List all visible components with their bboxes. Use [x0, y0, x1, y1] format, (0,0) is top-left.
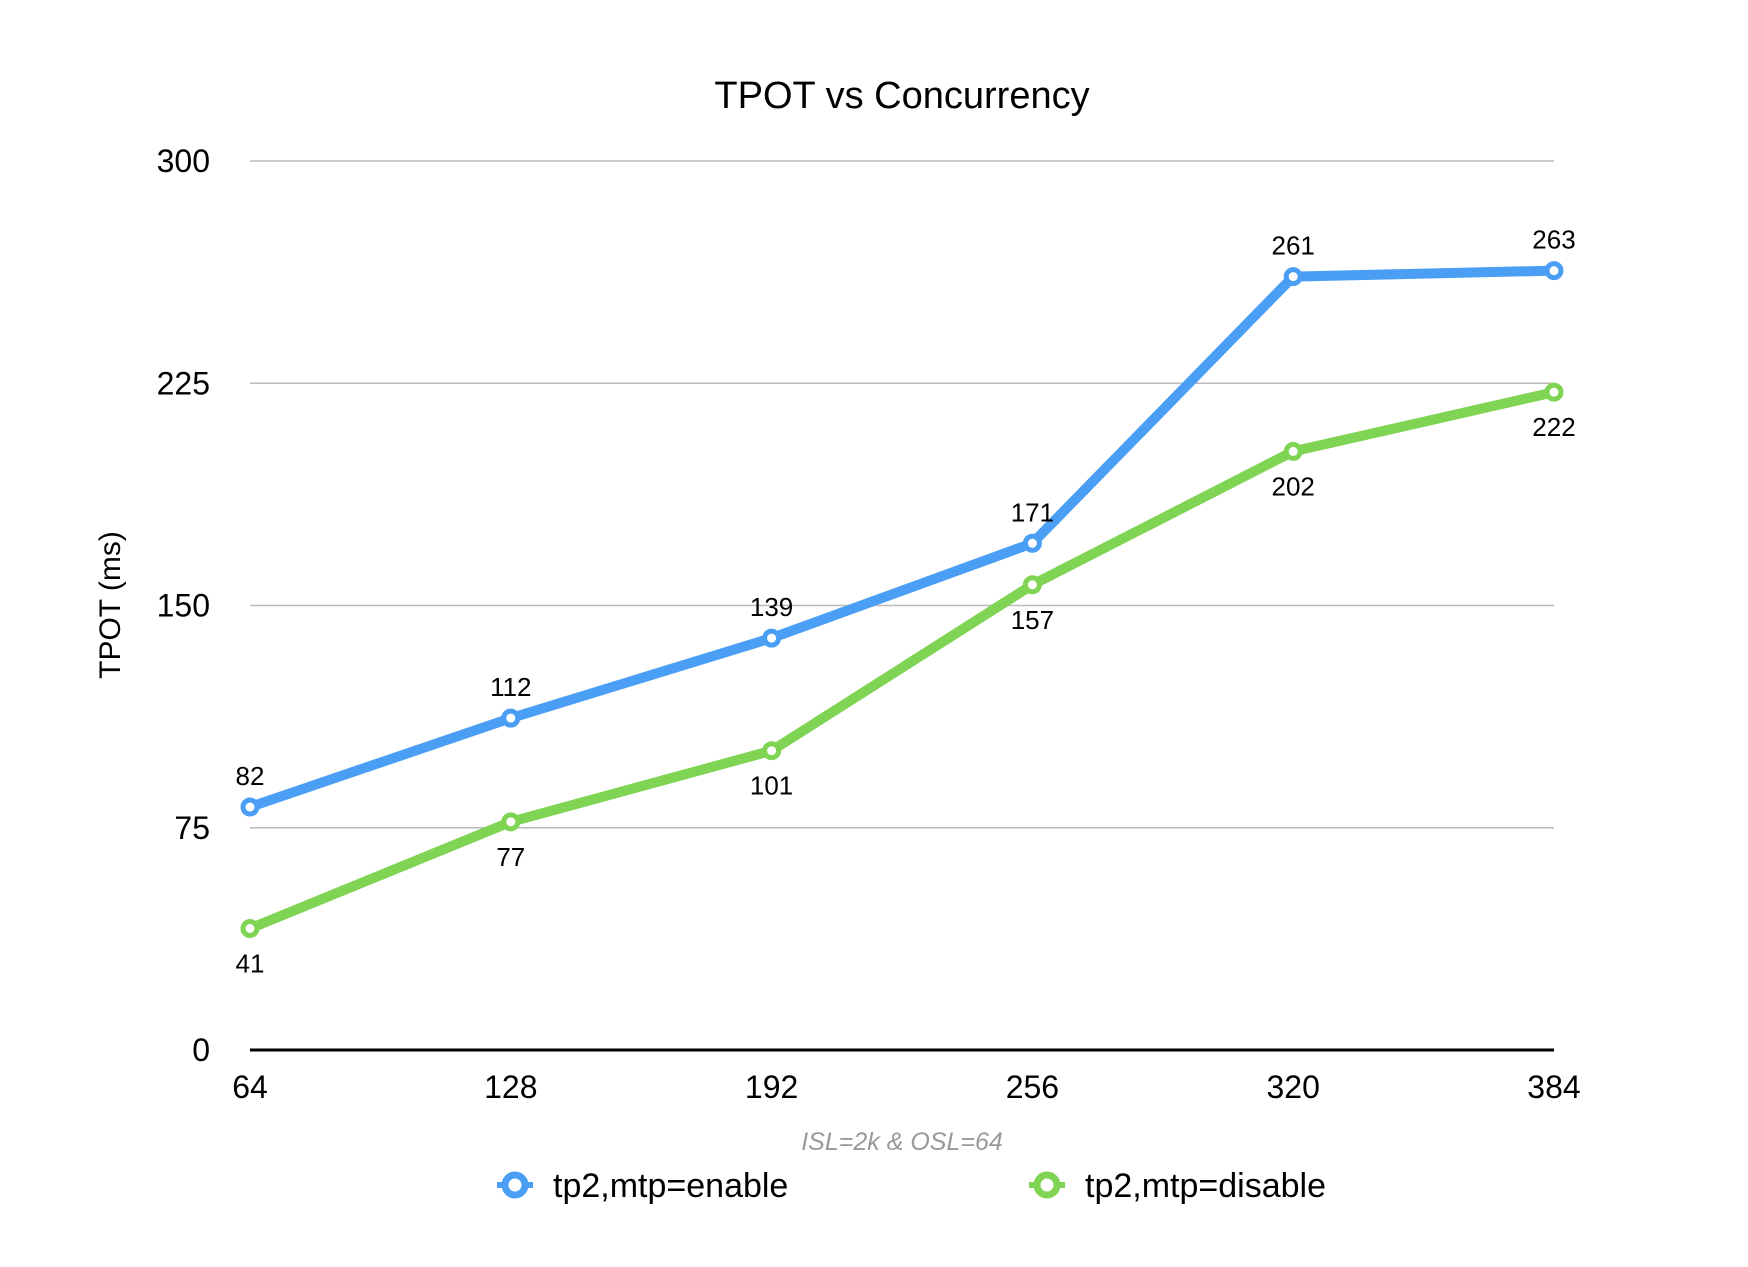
data-label: 41 — [236, 949, 265, 979]
chart-title: TPOT vs Concurrency — [714, 75, 1089, 117]
legend-label: tp2,mtp=disable — [1085, 1167, 1326, 1205]
x-tick-label: 64 — [232, 1069, 268, 1105]
x-tick-label: 256 — [1006, 1069, 1059, 1105]
data-label: 101 — [750, 771, 793, 801]
x-tick-label: 384 — [1527, 1069, 1580, 1105]
data-label: 263 — [1532, 225, 1575, 255]
legend-marker-icon — [1033, 1171, 1061, 1199]
data-point — [1544, 382, 1564, 402]
y-tick-label: 225 — [157, 365, 210, 401]
series-line — [248, 387, 1556, 934]
data-point — [240, 797, 260, 817]
y-axis-label: TPOT (ms) — [94, 531, 127, 679]
legend-marker-icon — [501, 1171, 529, 1199]
data-label: 157 — [1011, 605, 1054, 635]
data-point — [1022, 575, 1042, 595]
y-tick-label: 300 — [157, 143, 210, 179]
y-tick-label: 150 — [157, 588, 210, 624]
x-tick-label: 320 — [1267, 1069, 1320, 1105]
data-label: 202 — [1272, 471, 1315, 501]
data-label: 139 — [750, 592, 793, 622]
data-point — [1283, 441, 1303, 461]
series-line — [248, 265, 1555, 812]
data-point — [762, 628, 782, 648]
legend-label: tp2,mtp=enable — [553, 1167, 788, 1205]
data-label: 112 — [490, 672, 531, 702]
x-axis-label: ISL=2k & OSL=64 — [801, 1128, 1003, 1156]
data-label: 82 — [236, 761, 265, 791]
data-label: 261 — [1272, 231, 1315, 261]
data-point — [501, 812, 521, 832]
data-point — [1544, 261, 1564, 281]
x-tick-label: 192 — [745, 1069, 798, 1105]
y-tick-label: 0 — [192, 1032, 210, 1068]
data-point — [1022, 533, 1042, 553]
data-point — [240, 919, 260, 939]
x-tick-label: 128 — [484, 1069, 537, 1105]
legend-item: tp2,mtp=enable — [497, 1167, 788, 1205]
data-label: 77 — [496, 842, 525, 872]
data-point — [1283, 267, 1303, 287]
data-point — [762, 741, 782, 761]
legend-item: tp2,mtp=disable — [1029, 1167, 1326, 1205]
y-tick-label: 75 — [174, 810, 210, 846]
data-point — [501, 708, 521, 728]
data-label: 222 — [1532, 412, 1575, 442]
data-label: 171 — [1011, 497, 1054, 527]
